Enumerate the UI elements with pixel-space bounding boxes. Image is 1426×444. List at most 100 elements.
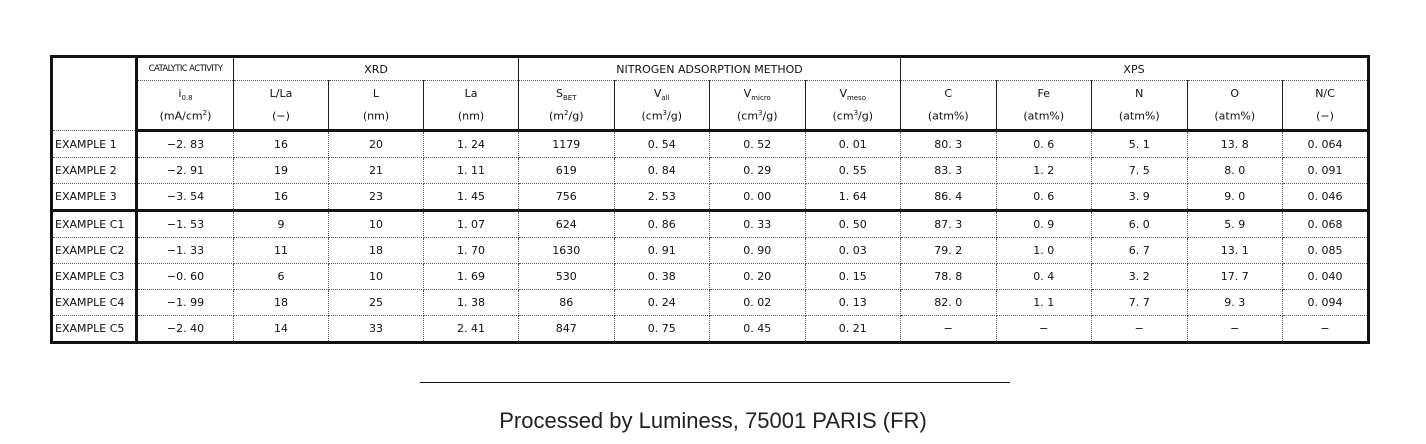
header-text: ) (207, 110, 211, 123)
table-cell: −2. 91 (137, 158, 234, 184)
header-text: (atm%) (928, 110, 969, 123)
table-cell: 3. 2 (1092, 264, 1188, 290)
table-cell: 0. 20 (710, 264, 806, 290)
table-cell: 0. 54 (614, 131, 710, 158)
results-table: CATALYTIC ACTIVITY XRD NITROGEN ADSORPTI… (50, 55, 1370, 344)
table-cell: 0. 84 (614, 158, 710, 184)
group-xps: XPS (901, 57, 1369, 81)
table-cell: 0. 75 (614, 316, 710, 343)
table-cell: − (1187, 316, 1283, 343)
table-row: EXAMPLE 1−2. 8316201. 2411790. 540. 520.… (52, 131, 1369, 158)
header-text: /g) (667, 110, 682, 123)
table-cell: 0. 094 (1283, 290, 1369, 316)
table-cell: 10 (329, 264, 424, 290)
table-cell: 0. 52 (710, 131, 806, 158)
table-cell: 9 (234, 211, 329, 238)
header-text: (atm%) (1023, 110, 1064, 123)
column-header: La(nm) (424, 81, 519, 131)
table-cell: 21 (329, 158, 424, 184)
table-cell: 2. 53 (614, 184, 710, 211)
table-cell: 7. 7 (1092, 290, 1188, 316)
footer-text: Processed by Luminess, 75001 PARIS (FR) (0, 408, 1426, 434)
header-text: V (839, 87, 847, 100)
table-cell: 18 (329, 238, 424, 264)
table-cell: 80. 3 (901, 131, 997, 158)
table-cell: 0. 21 (805, 316, 901, 343)
table-cell: 86 (519, 290, 615, 316)
column-header: C (atm%) (901, 81, 997, 131)
table-cell: 0. 02 (710, 290, 806, 316)
header-text: L/La (270, 87, 293, 100)
table-cell: 0. 50 (805, 211, 901, 238)
header-text: (cm (641, 110, 662, 123)
table-cell: 16 (234, 131, 329, 158)
column-header: SBET(m2/g) (519, 81, 615, 131)
row-label: EXAMPLE C3 (52, 264, 137, 290)
table-cell: 0. 29 (710, 158, 806, 184)
table-cell: −2. 83 (137, 131, 234, 158)
table-cell: 0. 38 (614, 264, 710, 290)
table-cell: −1. 99 (137, 290, 234, 316)
table-cell: 1. 64 (805, 184, 901, 211)
header-text: (mA/cm (160, 110, 203, 123)
table-cell: 79. 2 (901, 238, 997, 264)
table-cell: 847 (519, 316, 615, 343)
table-cell: 13. 8 (1187, 131, 1283, 158)
table-row: EXAMPLE C1−1. 539101. 076240. 860. 330. … (52, 211, 1369, 238)
column-header: Vmicro(cm3/g) (710, 81, 806, 131)
table-cell: 0. 00 (710, 184, 806, 211)
table-cell: −3. 54 (137, 184, 234, 211)
group-nitrogen-adsorption: NITROGEN ADSORPTION METHOD (519, 57, 901, 81)
header-text: (nm) (458, 110, 484, 123)
table-cell: − (996, 316, 1092, 343)
table-cell: 1. 1 (996, 290, 1092, 316)
table-cell: 6. 0 (1092, 211, 1188, 238)
table-cell: 20 (329, 131, 424, 158)
table-cell: 0. 45 (710, 316, 806, 343)
table-cell: −1. 33 (137, 238, 234, 264)
row-label: EXAMPLE C5 (52, 316, 137, 343)
header-text: (−) (272, 110, 290, 123)
row-label: EXAMPLE 2 (52, 158, 137, 184)
table-cell: 5. 1 (1092, 131, 1188, 158)
header-text: /g) (858, 110, 873, 123)
table-cell: 14 (234, 316, 329, 343)
table-cell: 0. 064 (1283, 131, 1369, 158)
table-row: EXAMPLE 3−3. 5416231. 457562. 530. 001. … (52, 184, 1369, 211)
header-text: L (373, 87, 379, 100)
table-cell: 1. 11 (424, 158, 519, 184)
table-cell: 0. 6 (996, 131, 1092, 158)
table-cell: − (901, 316, 997, 343)
corner-cell (52, 57, 137, 131)
table-cell: 0. 03 (805, 238, 901, 264)
row-label: EXAMPLE 3 (52, 184, 137, 211)
table-cell: 1630 (519, 238, 615, 264)
header-text: (atm%) (1214, 110, 1255, 123)
table-cell: 0. 091 (1283, 158, 1369, 184)
table-cell: 87. 3 (901, 211, 997, 238)
group-xrd: XRD (234, 57, 519, 81)
table-cell: 530 (519, 264, 615, 290)
header-text: (atm%) (1119, 110, 1160, 123)
footer-divider (420, 382, 1010, 383)
table-cell: −2. 40 (137, 316, 234, 343)
table-cell: 0. 91 (614, 238, 710, 264)
header-text: O (1230, 87, 1239, 100)
header-text: (−) (1316, 110, 1334, 123)
table-cell: 0. 068 (1283, 211, 1369, 238)
table-cell: 624 (519, 211, 615, 238)
table-cell: 10 (329, 211, 424, 238)
header-text: meso (847, 94, 866, 102)
header-text: /g) (569, 110, 584, 123)
header-text: C (944, 87, 952, 100)
header-text: all (661, 94, 669, 102)
table-cell: 23 (329, 184, 424, 211)
table-row: EXAMPLE C5−2. 4014332. 418470. 750. 450.… (52, 316, 1369, 343)
table-cell: 13. 1 (1187, 238, 1283, 264)
table-cell: 17. 7 (1187, 264, 1283, 290)
row-label: EXAMPLE C1 (52, 211, 137, 238)
header-text: N (1135, 87, 1143, 100)
table-cell: 0. 040 (1283, 264, 1369, 290)
column-header: O (atm%) (1187, 81, 1283, 131)
table-cell: 0. 046 (1283, 184, 1369, 211)
